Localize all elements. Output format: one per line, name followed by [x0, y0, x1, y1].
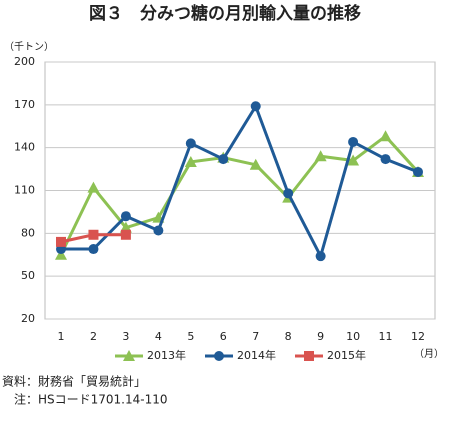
- x-tick-label: 7: [252, 330, 259, 343]
- point: [88, 229, 99, 240]
- x-axis-label: （月）: [414, 348, 444, 360]
- legend-label: 2014年: [237, 348, 276, 362]
- series-line: [61, 102, 419, 261]
- legend-label: 2015年: [327, 348, 366, 362]
- point: [55, 248, 67, 260]
- y-axis-label: （千トン）: [4, 41, 54, 53]
- series-line: [59, 134, 420, 256]
- x-tick-label: 4: [155, 330, 162, 343]
- x-tick-label: 5: [187, 330, 194, 343]
- legend-label: 2013年: [147, 348, 186, 362]
- chart-title: 図３ 分みつ糖の月別輸入量の推移: [89, 3, 361, 24]
- point: [379, 130, 392, 142]
- point: [314, 150, 327, 162]
- x-tick-label: 9: [317, 330, 324, 343]
- x-tick-label: 10: [346, 330, 360, 343]
- point: [218, 154, 229, 165]
- point: [413, 166, 423, 177]
- point: [347, 154, 360, 166]
- point: [249, 158, 262, 170]
- y-tick-label: 20: [21, 312, 35, 325]
- x-tick-label: 3: [122, 330, 129, 343]
- point: [120, 229, 131, 240]
- y-tick-label: 170: [14, 98, 35, 111]
- x-tick-label: 1: [58, 330, 65, 343]
- y-tick-label: 50: [21, 269, 35, 282]
- x-tick-label: 2: [90, 330, 97, 343]
- point: [185, 138, 196, 149]
- x-tick-label: 6: [220, 330, 227, 343]
- x-tick-label: 12: [411, 330, 425, 343]
- legend-marker: [123, 350, 135, 361]
- point: [120, 211, 131, 222]
- x-tick-label: 8: [285, 330, 292, 343]
- point: [87, 181, 100, 193]
- y-tick-label: 110: [14, 184, 35, 197]
- y-tick-label: 80: [21, 226, 35, 239]
- point: [56, 236, 66, 247]
- point: [380, 154, 391, 165]
- point: [348, 136, 359, 147]
- point: [283, 188, 294, 199]
- y-tick-label: 140: [14, 141, 35, 154]
- point: [315, 251, 326, 262]
- point: [184, 155, 197, 167]
- point: [88, 244, 99, 255]
- point: [153, 225, 164, 236]
- legend-marker: [304, 351, 314, 361]
- x-tick-label: 11: [379, 330, 393, 343]
- note: 資料：財務省「貿易統計」: [2, 374, 146, 389]
- legend-marker: [214, 351, 224, 361]
- note: 注：HSコード1701.14-110: [2, 392, 168, 407]
- y-tick-label: 200: [14, 55, 35, 68]
- point: [250, 101, 261, 112]
